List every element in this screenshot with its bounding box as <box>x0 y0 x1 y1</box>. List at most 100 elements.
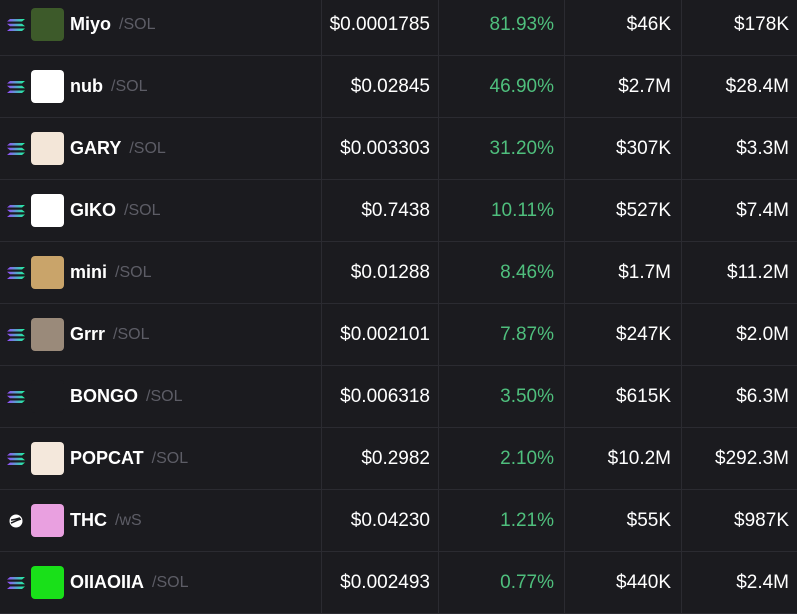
quote-token: /wS <box>115 511 142 529</box>
price: $0.04230 <box>322 490 439 551</box>
volume: $1.7M <box>565 242 682 303</box>
quote-token: /SOL <box>152 573 189 591</box>
market-cap: $2.4M <box>736 571 789 593</box>
token-icon <box>31 8 64 41</box>
quote-token: /SOL <box>151 449 189 467</box>
token-name: mini <box>70 262 108 282</box>
token-name: GIKO <box>70 200 117 220</box>
market-cap: $987K <box>734 509 789 531</box>
token-name: POPCAT <box>70 448 144 468</box>
volume: $615K <box>565 366 682 427</box>
volume: $307K <box>565 118 682 179</box>
market-cap: $7.4M <box>736 199 789 221</box>
market-cap: $3.3M <box>736 137 789 159</box>
market-cap: $6.3M <box>736 385 789 407</box>
table-row[interactable]: POPCAT/SOL $0.2982 2.10% $10.2M $292.3M <box>0 428 797 490</box>
price-change: 31.20% <box>439 118 565 179</box>
table-row[interactable]: nub/SOL $0.02845 46.90% $2.7M $28.4M <box>0 56 797 118</box>
market-cap: $28.4M <box>725 75 789 97</box>
table-row[interactable]: GIKO/SOL $0.7438 10.11% $527K $7.4M <box>0 180 797 242</box>
volume: $10.2M <box>565 428 682 489</box>
market-cap: $2.0M <box>736 323 789 345</box>
price: $0.2982 <box>322 428 439 489</box>
token-cell: OIIAOIIA/SOL <box>0 552 322 613</box>
token-icon <box>31 380 64 413</box>
price-change: 1.21% <box>439 490 565 551</box>
token-icon <box>31 194 64 227</box>
quote-token: /SOL <box>119 15 156 33</box>
volume: $55K <box>565 490 682 551</box>
token-cell: THC/wS <box>0 490 322 551</box>
price: $0.003303 <box>322 118 439 179</box>
token-cell: POPCAT/SOL <box>0 428 322 489</box>
token-name: GARY <box>70 138 122 158</box>
token-icon <box>31 70 64 103</box>
price: $0.002101 <box>322 304 439 365</box>
quote-token: /SOL <box>129 139 166 157</box>
token-icon <box>31 256 64 289</box>
token-icon <box>31 132 64 165</box>
token-icon <box>31 442 64 475</box>
token-icon <box>31 566 64 599</box>
chain-icon <box>7 514 25 528</box>
chain-icon <box>7 576 25 590</box>
token-cell: nub/SOL <box>0 56 322 117</box>
token-name: THC <box>70 510 107 530</box>
token-icon <box>31 318 64 351</box>
volume: $527K <box>565 180 682 241</box>
table-row[interactable]: OIIAOIIA/SOL $0.002493 0.77% $440K $2.4M <box>0 552 797 614</box>
table-row[interactable]: BONGO/SOL $0.006318 3.50% $615K $6.3M <box>0 366 797 428</box>
volume: $247K <box>565 304 682 365</box>
chain-icon <box>7 266 25 280</box>
token-cell: Miyo/SOL <box>0 0 322 55</box>
price-change: 7.87% <box>439 304 565 365</box>
price-change: 8.46% <box>439 242 565 303</box>
volume: $46K <box>565 0 682 55</box>
token-name: Miyo <box>70 14 112 34</box>
price: $0.006318 <box>322 366 439 427</box>
price-change: 2.10% <box>439 428 565 489</box>
quote-token: /SOL <box>111 77 148 95</box>
market-cap: $292.3M <box>715 447 789 469</box>
volume: $440K <box>565 552 682 613</box>
price: $0.002493 <box>322 552 439 613</box>
chain-icon <box>7 80 25 94</box>
price-change: 3.50% <box>439 366 565 427</box>
chain-icon <box>7 204 25 218</box>
token-icon <box>31 504 64 537</box>
market-cap: $11.2M <box>727 261 789 283</box>
chain-icon <box>7 452 25 466</box>
token-name: nub <box>70 76 103 96</box>
token-cell: mini/SOL <box>0 242 322 303</box>
token-cell: GIKO/SOL <box>0 180 322 241</box>
chain-icon <box>7 328 25 342</box>
quote-token: /SOL <box>146 387 183 405</box>
table-row[interactable]: Grrr/SOL $0.002101 7.87% $247K $2.0M <box>0 304 797 366</box>
token-name: OIIAOIIA <box>70 572 145 592</box>
price: $0.02845 <box>322 56 439 117</box>
token-name: Grrr <box>70 324 106 344</box>
volume: $2.7M <box>565 56 682 117</box>
table-row[interactable]: THC/wS $0.04230 1.21% $55K $987K <box>0 490 797 552</box>
price-change: 46.90% <box>439 56 565 117</box>
price: $0.01288 <box>322 242 439 303</box>
chain-icon <box>7 18 25 32</box>
quote-token: /SOL <box>124 201 161 219</box>
chain-icon <box>7 390 25 404</box>
price-change: 0.77% <box>439 552 565 613</box>
table-row[interactable]: Miyo/SOL $0.0001785 81.93% $46K $178K <box>0 0 797 56</box>
price-change: 10.11% <box>439 180 565 241</box>
market-cap: $178K <box>734 13 789 35</box>
token-cell: Grrr/SOL <box>0 304 322 365</box>
token-cell: GARY/SOL <box>0 118 322 179</box>
token-name: BONGO <box>70 386 139 406</box>
quote-token: /SOL <box>115 263 152 281</box>
token-cell: BONGO/SOL <box>0 366 322 427</box>
table-row[interactable]: mini/SOL $0.01288 8.46% $1.7M $11.2M <box>0 242 797 304</box>
quote-token: /SOL <box>113 325 150 343</box>
price-change: 81.93% <box>439 0 565 55</box>
price: $0.7438 <box>322 180 439 241</box>
table-row[interactable]: GARY/SOL $0.003303 31.20% $307K $3.3M <box>0 118 797 180</box>
